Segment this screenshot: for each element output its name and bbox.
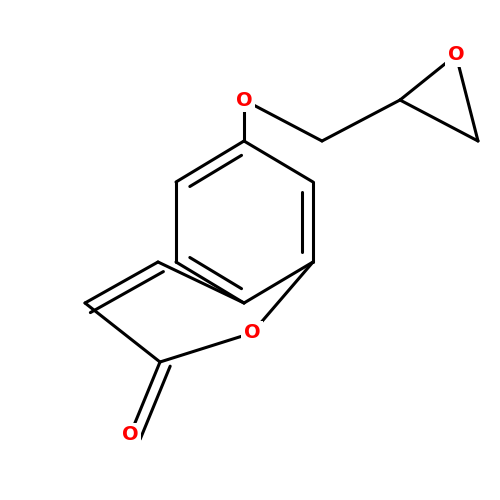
Text: O: O xyxy=(448,46,464,64)
Text: O: O xyxy=(244,324,260,342)
Text: O: O xyxy=(236,90,252,110)
Text: O: O xyxy=(122,426,138,444)
